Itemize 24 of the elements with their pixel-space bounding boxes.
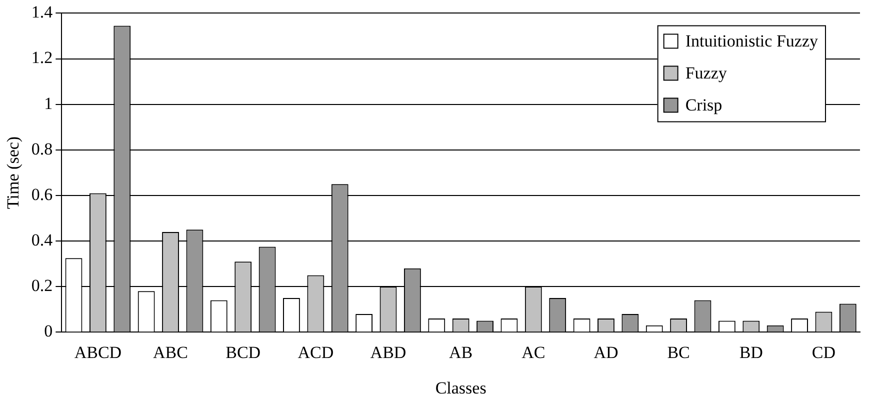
x-tick-label: ABCD xyxy=(74,342,122,362)
y-tick-label: 1.4 xyxy=(31,2,54,22)
x-tick-label: BCD xyxy=(226,342,261,362)
x-tick-label: CD xyxy=(812,342,836,362)
y-tick-label: 0.4 xyxy=(31,230,54,250)
legend-label: Fuzzy xyxy=(685,64,728,83)
x-tick-label: AC xyxy=(522,342,546,362)
legend-label: Intuitionistic Fuzzy xyxy=(685,32,818,51)
x-tick-label: AB xyxy=(449,342,473,362)
y-tick-label: 0.8 xyxy=(31,139,53,158)
y-tick-label: 1 xyxy=(44,94,53,113)
x-tick-label: BD xyxy=(739,342,763,362)
x-tick-label: ACD xyxy=(298,342,334,362)
y-axis-title: Time (sec) xyxy=(4,136,23,209)
x-tick-label: AD xyxy=(594,342,618,362)
x-axis-title: Classes xyxy=(435,378,486,398)
x-tick-label: ABC xyxy=(153,342,188,362)
y-tick-label: 0.2 xyxy=(31,276,53,296)
y-tick-label: 1.2 xyxy=(31,48,53,68)
legend-label: Crisp xyxy=(685,96,722,115)
x-tick-label: BC xyxy=(667,342,690,362)
x-tick-label: ABD xyxy=(370,342,406,362)
y-tick-label: 0.6 xyxy=(31,184,53,204)
y-tick-label: 0 xyxy=(44,322,53,341)
